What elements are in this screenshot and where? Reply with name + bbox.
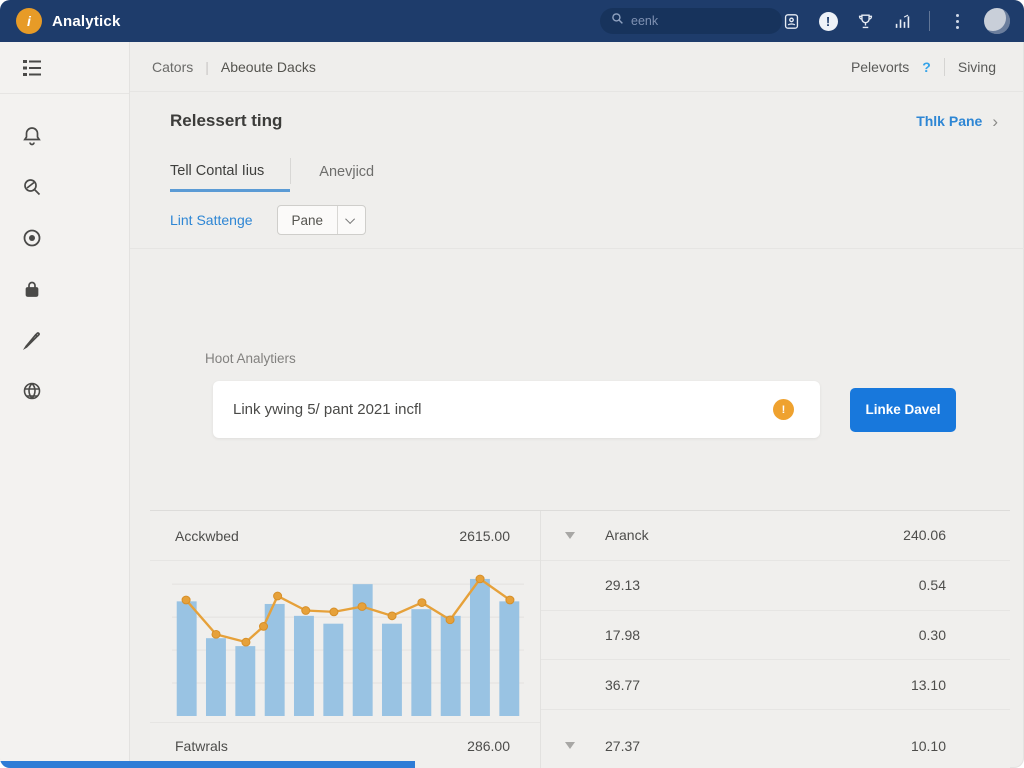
chevron-down-icon[interactable]: [337, 206, 365, 234]
chart-footer-label: Fatwrals: [175, 737, 228, 754]
row-label: 29.13: [605, 577, 641, 594]
pane-dropdown[interactable]: Pane: [276, 205, 367, 235]
topbar-actions: !: [781, 0, 1010, 42]
saving-link[interactable]: Siving: [957, 58, 996, 75]
breadcrumb-page: Abeoute Dacks: [220, 58, 316, 75]
tab-active[interactable]: Tell Contal Iius: [170, 163, 291, 192]
kebab-menu-icon[interactable]: [947, 11, 967, 31]
globe-icon[interactable]: [20, 379, 44, 403]
form-row: ! Linke Davel: [213, 381, 1024, 438]
help-icon[interactable]: ?: [922, 58, 931, 75]
table-row: 17.98 0.30: [541, 611, 1010, 661]
row-value: 13.10: [910, 676, 946, 693]
row-value: 0.30: [918, 626, 946, 643]
tab-inactive[interactable]: Anevjicd: [319, 164, 375, 180]
panel-link[interactable]: Thlk Pane ›: [916, 113, 998, 130]
trophy-icon[interactable]: [855, 11, 875, 31]
row-label: 27.37: [605, 737, 641, 754]
brand-name: Analytick: [52, 12, 121, 30]
search-icon: [611, 12, 624, 30]
table-row: 36.77 13.10: [541, 660, 1010, 711]
breadcrumb-separator: |: [205, 58, 209, 75]
topbar-divider: [929, 11, 930, 31]
chart-panel: Acckwbed 2615.00 Fatwrals 286.00: [150, 511, 540, 768]
chart-footer-value: 286.00: [467, 737, 510, 754]
list-icon: [23, 59, 41, 76]
row-label: 17.98: [605, 626, 641, 643]
dropdown-value: Pane: [291, 212, 324, 228]
link-input-card[interactable]: !: [213, 381, 820, 438]
breadcrumb: Cators | Abeoute Dacks: [152, 59, 316, 75]
row-label: Aranck: [605, 527, 649, 544]
chart-panel-header: Acckwbed 2615.00: [150, 511, 540, 561]
alert-icon[interactable]: !: [818, 11, 838, 31]
link-level-button[interactable]: Linke Davel: [850, 387, 956, 432]
bell-icon[interactable]: [20, 124, 44, 148]
header-divider: [943, 57, 945, 76]
toolbar: Lint Sattenge Pane: [130, 204, 1024, 236]
tab-divider: [290, 158, 292, 184]
row-value: 0.54: [918, 577, 946, 594]
top-navbar: i Analytick !: [0, 0, 1024, 42]
sidebar-item-menu[interactable]: [0, 42, 129, 94]
table-row: 29.13 0.54: [541, 561, 1010, 611]
table-row: 27.37 10.10: [541, 723, 1010, 768]
sidebar: [0, 42, 130, 768]
warning-badge-icon[interactable]: !: [773, 399, 794, 420]
chart-header-value: 2615.00: [459, 527, 510, 544]
link-input[interactable]: [233, 401, 770, 418]
brand[interactable]: i Analytick: [16, 8, 121, 34]
stats-section: Acckwbed 2615.00 Fatwrals 286.00 Aranck …: [150, 510, 1010, 768]
page-title: Relessert ting: [170, 111, 283, 130]
chevron-right-icon: ›: [992, 111, 998, 131]
chart-panel-footer: Fatwrals 286.00: [150, 723, 540, 768]
reports-link[interactable]: Pelevorts: [850, 58, 910, 75]
form-label: Hoot Analytiers: [205, 351, 296, 366]
sidebar-nav: [0, 94, 129, 403]
badge-icon[interactable]: [781, 11, 801, 31]
bar-line-chart[interactable]: [150, 561, 540, 723]
target-icon[interactable]: [20, 226, 44, 250]
avatar[interactable]: [984, 8, 1010, 34]
search-input[interactable]: [631, 14, 771, 28]
chart-canvas: [172, 574, 524, 716]
section-divider: [130, 248, 1024, 249]
row-label: 36.77: [605, 676, 641, 693]
lock-icon[interactable]: [20, 277, 44, 301]
breadcrumb-section[interactable]: Cators: [152, 58, 194, 75]
expander-icon[interactable]: [565, 742, 575, 750]
main-content: Cators | Abeoute Dacks Pelevorts ? Sivin…: [130, 42, 1024, 768]
header-links: Pelevorts ? Siving: [850, 57, 996, 76]
link-settings[interactable]: Lint Sattenge: [170, 212, 253, 228]
search-bar[interactable]: [600, 8, 782, 34]
bottom-accent-strip: [0, 761, 415, 768]
table-row: Aranck 240.06: [541, 511, 1010, 561]
page-header: Relessert ting Thlk Pane ›: [130, 92, 1024, 150]
stats-icon[interactable]: [892, 11, 912, 31]
search-icon[interactable]: [20, 175, 44, 199]
brand-logo-icon: i: [16, 8, 42, 34]
panel-link-label: Thlk Pane: [916, 113, 983, 129]
row-value: 10.10: [910, 737, 946, 754]
breadcrumb-bar: Cators | Abeoute Dacks Pelevorts ? Sivin…: [130, 42, 1024, 92]
row-value: 240.06: [903, 527, 946, 544]
pencil-icon[interactable]: [20, 328, 44, 352]
metrics-table: Aranck 240.06 29.13 0.54 17.98 0.30 36.7…: [540, 511, 1010, 768]
chart-header-label: Acckwbed: [175, 527, 239, 544]
expander-icon[interactable]: [565, 531, 575, 539]
tabs: Tell Contal Iius Anevjicd: [130, 150, 1024, 192]
